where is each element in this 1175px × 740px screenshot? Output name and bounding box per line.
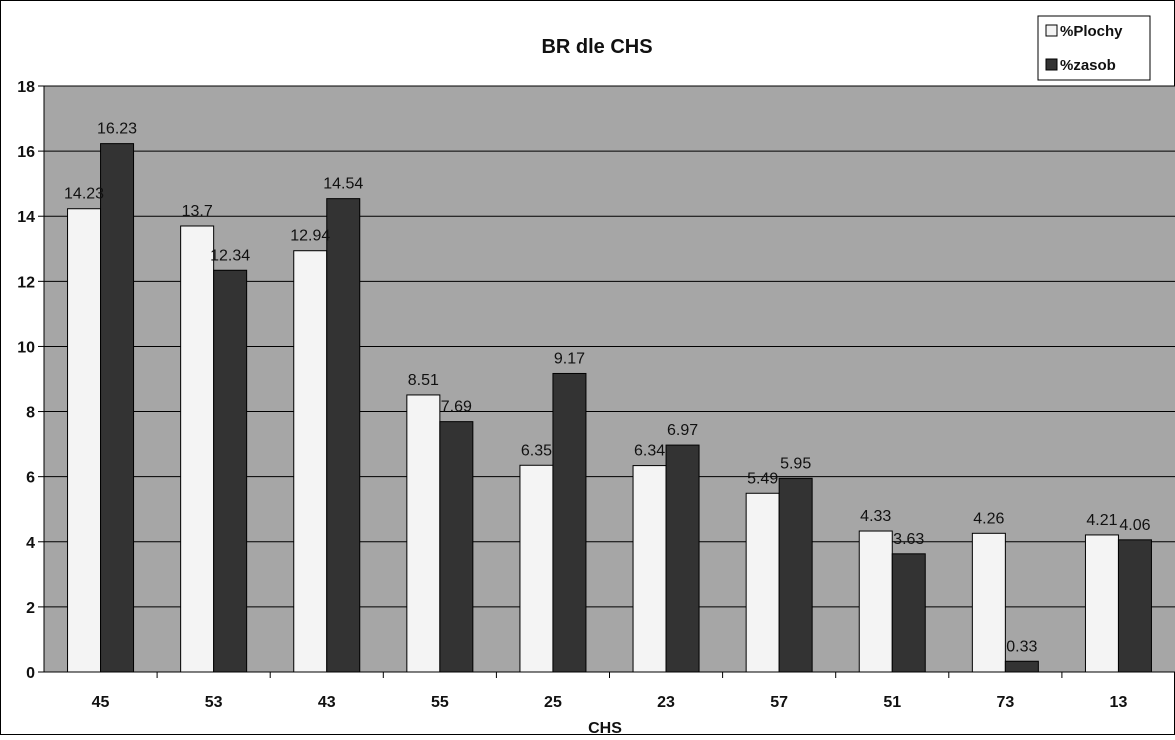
legend-swatch-zasob bbox=[1046, 59, 1057, 70]
bar-zasob bbox=[101, 144, 134, 672]
legend: %Plochy %zasob bbox=[1038, 16, 1150, 80]
data-label: 7.69 bbox=[441, 399, 472, 416]
x-tick-label: 53 bbox=[205, 694, 223, 711]
x-tick-label: 13 bbox=[1110, 694, 1128, 711]
y-tick-label: 18 bbox=[17, 79, 35, 96]
y-tick-label: 16 bbox=[17, 144, 35, 161]
x-tick-label: 73 bbox=[996, 694, 1014, 711]
y-tick-label: 4 bbox=[26, 535, 35, 552]
y-tick-label: 6 bbox=[26, 470, 35, 487]
bar-zasob bbox=[327, 199, 360, 672]
bar-plochy bbox=[746, 493, 779, 672]
x-tick-label: 51 bbox=[883, 694, 901, 711]
bar-plochy bbox=[859, 531, 892, 672]
data-label: 9.17 bbox=[554, 350, 585, 367]
data-label: 4.06 bbox=[1119, 517, 1150, 534]
x-axis-title: CHS bbox=[588, 720, 622, 735]
data-label: 4.33 bbox=[860, 508, 891, 525]
x-tick-label: 55 bbox=[431, 694, 449, 711]
chart-title: BR dle CHS bbox=[541, 36, 652, 58]
bar-plochy bbox=[633, 466, 666, 672]
y-tick-label: 10 bbox=[17, 339, 35, 356]
bar-plochy bbox=[520, 465, 553, 672]
y-tick-label: 8 bbox=[26, 405, 35, 422]
x-tick-label: 23 bbox=[657, 694, 675, 711]
y-tick-label: 0 bbox=[26, 665, 35, 682]
bar-zasob bbox=[666, 445, 699, 672]
data-label: 6.97 bbox=[667, 422, 698, 439]
y-tick-label: 2 bbox=[26, 600, 35, 617]
legend-label-zasob: %zasob bbox=[1060, 57, 1116, 74]
bar-zasob bbox=[214, 270, 247, 672]
data-label: 12.94 bbox=[290, 228, 330, 245]
y-tick-label: 14 bbox=[17, 209, 35, 226]
data-label: 5.49 bbox=[747, 470, 778, 487]
data-label: 14.23 bbox=[64, 186, 104, 203]
data-label: 5.95 bbox=[780, 455, 811, 472]
legend-swatch-plochy bbox=[1046, 25, 1057, 36]
data-label: 8.51 bbox=[408, 372, 439, 389]
legend-label-plochy: %Plochy bbox=[1060, 23, 1123, 40]
data-label: 6.35 bbox=[521, 442, 552, 459]
data-label: 4.21 bbox=[1086, 512, 1117, 529]
y-tick-label: 12 bbox=[17, 274, 35, 291]
data-label: 6.34 bbox=[634, 443, 665, 460]
bar-plochy bbox=[1085, 535, 1118, 672]
data-label: 16.23 bbox=[97, 121, 137, 138]
bar-plochy bbox=[407, 395, 440, 672]
data-label: 13.7 bbox=[182, 203, 213, 220]
data-label: 3.63 bbox=[893, 531, 924, 548]
bar-zasob bbox=[440, 422, 473, 672]
data-label: 0.33 bbox=[1006, 638, 1037, 655]
bar-zasob bbox=[892, 554, 925, 672]
bar-zasob bbox=[1118, 540, 1151, 672]
x-tick-label: 43 bbox=[318, 694, 336, 711]
data-label: 4.26 bbox=[973, 510, 1004, 527]
bar-plochy bbox=[972, 533, 1005, 672]
bar-plochy bbox=[68, 209, 101, 672]
x-tick-label: 45 bbox=[92, 694, 110, 711]
bar-plochy bbox=[181, 226, 214, 672]
data-label: 12.34 bbox=[210, 247, 250, 264]
bar-zasob bbox=[1005, 661, 1038, 672]
data-label: 14.54 bbox=[323, 176, 363, 193]
bar-zasob bbox=[779, 478, 812, 672]
bar-zasob bbox=[553, 373, 586, 672]
x-tick-label: 25 bbox=[544, 694, 562, 711]
bar-plochy bbox=[294, 251, 327, 672]
x-tick-label: 57 bbox=[770, 694, 788, 711]
